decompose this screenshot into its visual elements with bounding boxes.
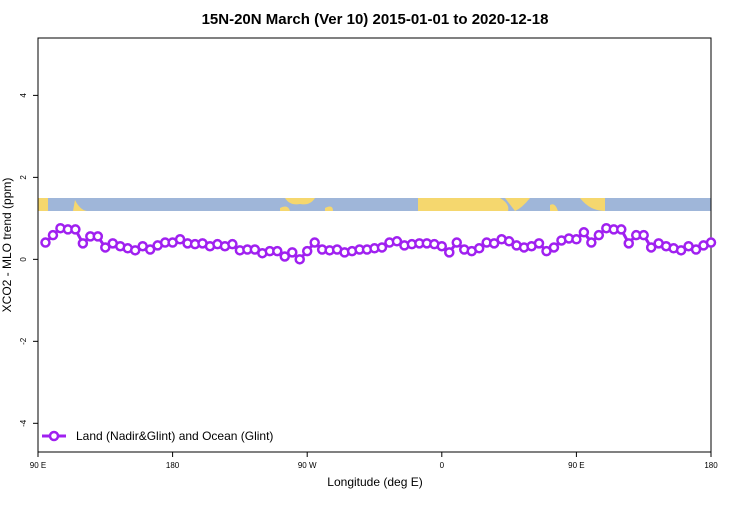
data-point (286, 247, 298, 258)
data-point (70, 224, 81, 235)
x-tick-label: 180 (166, 461, 180, 470)
data-point (40, 237, 51, 248)
data-point (309, 237, 320, 248)
data-point (623, 238, 634, 249)
chart-title: 15N-20N March (Ver 10) 2015-01-01 to 202… (202, 11, 549, 28)
x-tick-label: 90 E (568, 461, 584, 470)
map-strip (38, 198, 711, 211)
y-tick-label: -2 (19, 337, 28, 345)
y-tick-label: -4 (19, 419, 28, 427)
data-point (533, 238, 545, 249)
data-point (129, 245, 141, 256)
data-point (705, 237, 717, 248)
x-tick-label: 90 E (30, 461, 46, 470)
y-tick-label: 0 (19, 257, 28, 262)
data-point (391, 236, 403, 247)
y-tick-label: 2 (19, 175, 28, 180)
data-point (174, 234, 186, 245)
data-point (488, 238, 500, 249)
data-point (436, 240, 448, 252)
data-point (294, 254, 305, 265)
x-tick-label: 0 (440, 461, 445, 470)
data-point (77, 238, 89, 249)
data-point (578, 227, 590, 238)
data-point (376, 242, 388, 253)
data-point (272, 245, 283, 257)
data-point (227, 238, 238, 250)
data-point (301, 245, 313, 257)
x-tick-label: 180 (704, 461, 718, 470)
data-point (451, 237, 463, 248)
data-point (473, 243, 485, 254)
data-point (503, 236, 515, 247)
data-point (593, 229, 605, 241)
legend-marker (48, 430, 60, 442)
x-tick-label: 90 W (298, 461, 317, 470)
x-axis-label: Longitude (deg E) (327, 475, 422, 489)
data-point (616, 224, 627, 235)
data-point (47, 229, 59, 241)
data-point (279, 251, 291, 262)
data-point (690, 244, 702, 255)
y-axis-label: XCO2 - MLO trend (ppm) (0, 178, 14, 313)
data-point (638, 229, 649, 241)
data-point (444, 247, 455, 258)
legend-label: Land (Nadir&Glint) and Ocean (Glint) (76, 429, 273, 443)
data-point (675, 245, 687, 256)
data-point (548, 242, 560, 253)
data-point (144, 244, 156, 255)
data-point (100, 242, 111, 253)
data-point (92, 231, 104, 242)
data-point (586, 237, 597, 248)
y-tick-label: 4 (19, 93, 28, 98)
data-point (571, 234, 582, 245)
data-point (645, 242, 657, 253)
legend: Land (Nadir&Glint) and Ocean (Glint) (42, 429, 273, 443)
